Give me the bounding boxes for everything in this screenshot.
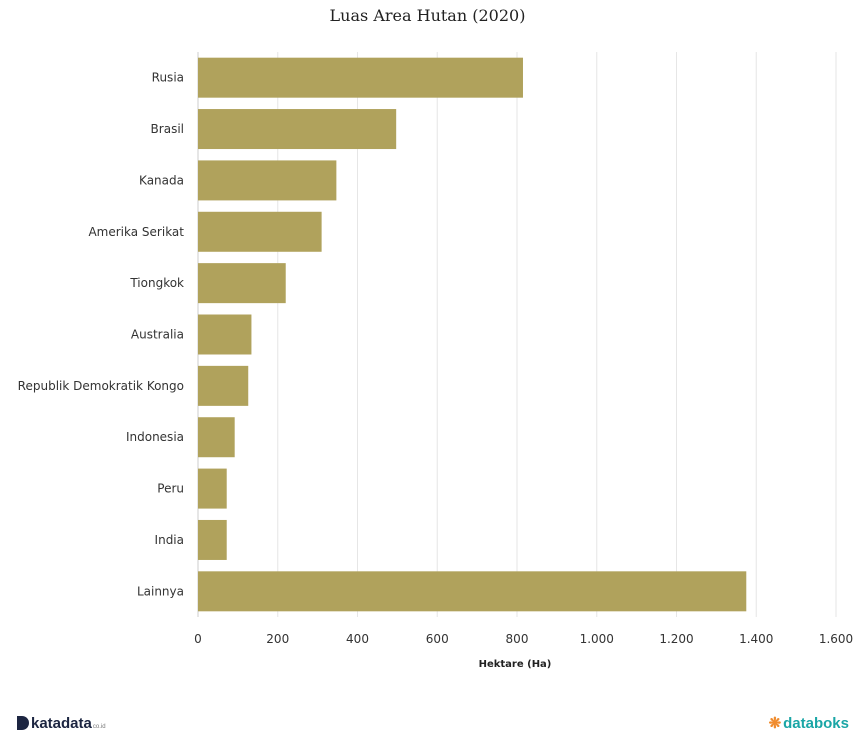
katadata-d-icon	[17, 716, 29, 730]
x-tick-label: 1.600	[819, 632, 853, 646]
x-tick-label: 1.200	[659, 632, 693, 646]
x-tick-label: 1.000	[580, 632, 614, 646]
katadata-logo-suffix: co.id	[92, 724, 106, 730]
category-label: Brasil	[151, 122, 184, 136]
databoks-logo: ❋ databoks	[768, 714, 849, 733]
x-tick-label: 800	[506, 632, 529, 646]
category-label: India	[155, 533, 184, 547]
category-label: Australia	[131, 328, 184, 342]
bar	[198, 263, 286, 304]
bar	[198, 468, 227, 509]
category-label: Amerika Serikat	[88, 225, 184, 239]
bar	[198, 314, 252, 355]
bar	[198, 417, 235, 458]
category-label: Kanada	[139, 173, 184, 187]
category-label: Indonesia	[126, 430, 184, 444]
category-label: Lainnya	[137, 584, 184, 598]
x-tick-label: 400	[346, 632, 369, 646]
bar	[198, 211, 322, 252]
x-axis-title: Hektare (Ha)	[479, 659, 552, 670]
katadata-logo-text: katadata	[31, 715, 92, 732]
bar	[198, 519, 227, 560]
bar	[198, 57, 523, 98]
x-tick-label: 0	[194, 632, 202, 646]
category-label: Tiongkok	[129, 276, 184, 290]
databoks-spark-icon: ❋	[768, 715, 782, 732]
x-tick-label: 200	[266, 632, 289, 646]
category-label: Rusia	[152, 71, 184, 85]
databoks-logo-text: databoks	[783, 714, 849, 732]
x-tick-label: 600	[426, 632, 449, 646]
bar	[198, 109, 397, 150]
bar	[198, 571, 747, 612]
x-tick-label: 1.400	[739, 632, 773, 646]
katadata-logo: katadata co.id	[17, 714, 106, 732]
category-label: Peru	[157, 482, 184, 496]
bar	[198, 160, 337, 201]
bar	[198, 365, 249, 406]
category-label: Republik Demokratik Kongo	[18, 379, 184, 393]
chart-title: Luas Area Hutan (2020)	[329, 6, 526, 25]
bar-chart: 0 200 400 600 800 1.000 1.200 1.400 1.600 Rusia Br…	[18, 52, 853, 670]
